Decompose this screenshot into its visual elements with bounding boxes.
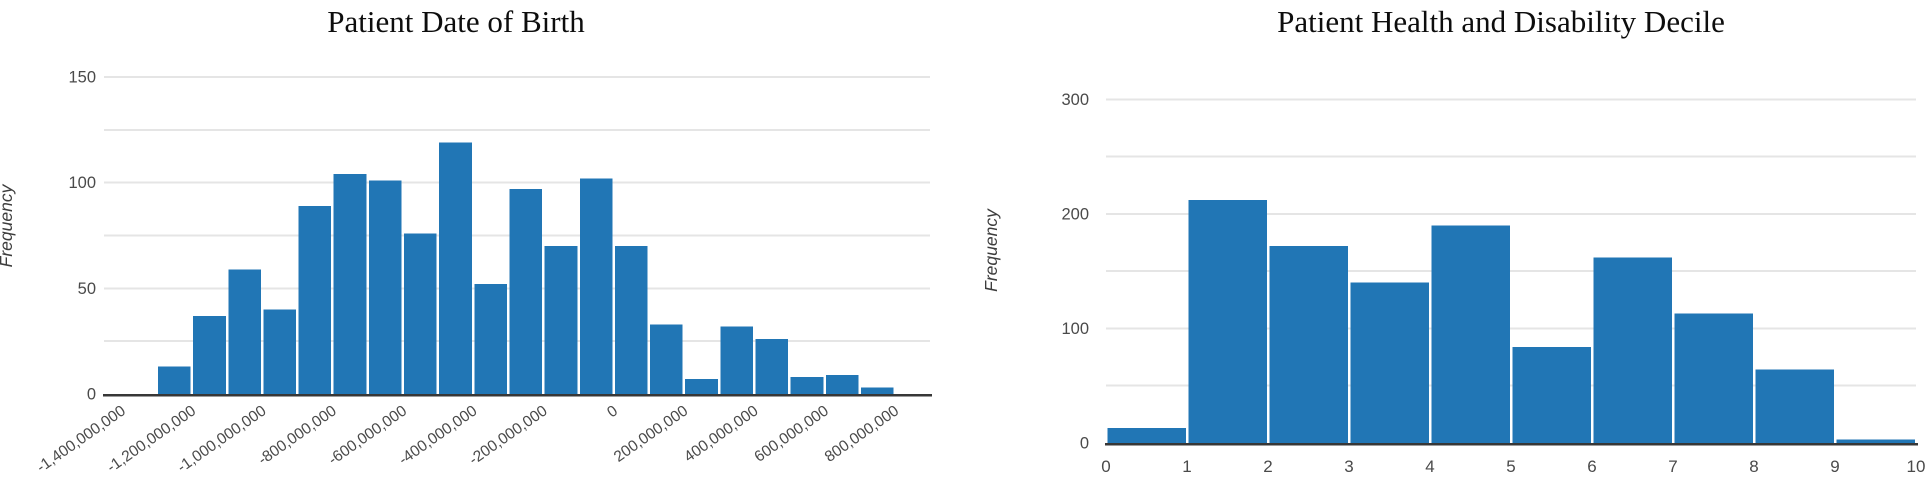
histogram-bar	[650, 324, 683, 394]
x-tick-label: 600,000,000	[751, 402, 832, 466]
histogram-bar	[1269, 245, 1348, 443]
histogram-bar	[193, 315, 226, 394]
x-tick-label: 0	[1101, 457, 1110, 476]
histogram-bar	[1350, 282, 1429, 443]
histogram-bar	[228, 269, 261, 394]
x-tick-label: 6	[1587, 457, 1596, 476]
histogram-bar	[579, 178, 613, 394]
x-tick-label: -200,000,000	[466, 402, 551, 469]
y-tick-label: 300	[1061, 91, 1089, 109]
histogram-bar	[509, 189, 543, 394]
y-tick-label: 200	[1061, 205, 1089, 223]
x-tick-label: 9	[1830, 457, 1839, 476]
histogram-bar	[1674, 313, 1753, 443]
histogram-right-plot: 0 100 200 300 0 1 2 3 4 5 6 7 8 9 10 Frequency	[981, 91, 1926, 476]
histogram-bar	[263, 309, 297, 394]
chart-title-right: Patient Health and Disability Decile	[1277, 4, 1725, 39]
x-tick-label: 4	[1425, 457, 1434, 476]
histogram-bar	[1188, 200, 1267, 443]
histogram-bar	[368, 180, 402, 394]
chart-patient-health-decile: Patient Health and Disability Decile 0 10…	[963, 0, 1926, 483]
y-tick-label: 0	[87, 386, 96, 404]
y-tick-label: 50	[78, 280, 96, 298]
x-tick-label: 400,000,000	[681, 402, 762, 466]
histogram-bar	[298, 205, 332, 394]
y-tick-label: 100	[68, 174, 96, 192]
y-tick-label: 100	[1061, 320, 1089, 338]
x-tick-label: 10	[1907, 457, 1926, 476]
histogram-bar	[685, 379, 718, 394]
x-tick-label: 2	[1263, 457, 1272, 476]
y-axis-label: Frequency	[0, 183, 16, 267]
y-tick-label: 0	[1080, 435, 1089, 453]
histogram-bar	[614, 246, 648, 394]
histogram-bar	[404, 233, 437, 394]
x-tick-label: 0	[604, 402, 621, 421]
histogram-bar	[1431, 225, 1510, 443]
chart-patient-date-of-birth: Patient Date of Birth 0 50 100 150 -1,400,00…	[0, 4, 932, 476]
histogram-bar	[1512, 346, 1591, 443]
histogram-bar	[755, 339, 789, 394]
x-tick-label: 3	[1344, 457, 1353, 476]
histogram-bar	[720, 326, 754, 394]
x-tick-label: 800,000,000	[822, 402, 903, 466]
histogram-bar	[1836, 439, 1915, 443]
x-tick-label: 200,000,000	[611, 402, 692, 466]
histogram-bar	[790, 377, 824, 394]
histogram-bar	[1107, 428, 1186, 443]
x-tick-label: 8	[1749, 457, 1758, 476]
chart-title-left: Patient Date of Birth	[327, 4, 585, 39]
y-tick-label: 150	[68, 69, 96, 87]
histogram-bar	[333, 174, 367, 394]
x-tick-label: 7	[1668, 457, 1677, 476]
histogram-left-plot: 050100150-1,400,000,000-1,200,000,000-1,…	[0, 69, 932, 476]
histogram-bar	[1755, 369, 1834, 443]
histogram-bar	[474, 284, 507, 394]
histogram-bar	[544, 246, 578, 394]
y-axis-label: Frequency	[981, 208, 1001, 292]
x-tick-label: 5	[1506, 457, 1515, 476]
histogram-bar	[157, 366, 191, 394]
histogram-bar	[439, 142, 472, 394]
histogram-bar	[1593, 257, 1672, 444]
histogram-bar	[860, 387, 894, 394]
histogram-bar	[825, 374, 859, 394]
x-tick-label: 1	[1182, 457, 1191, 476]
